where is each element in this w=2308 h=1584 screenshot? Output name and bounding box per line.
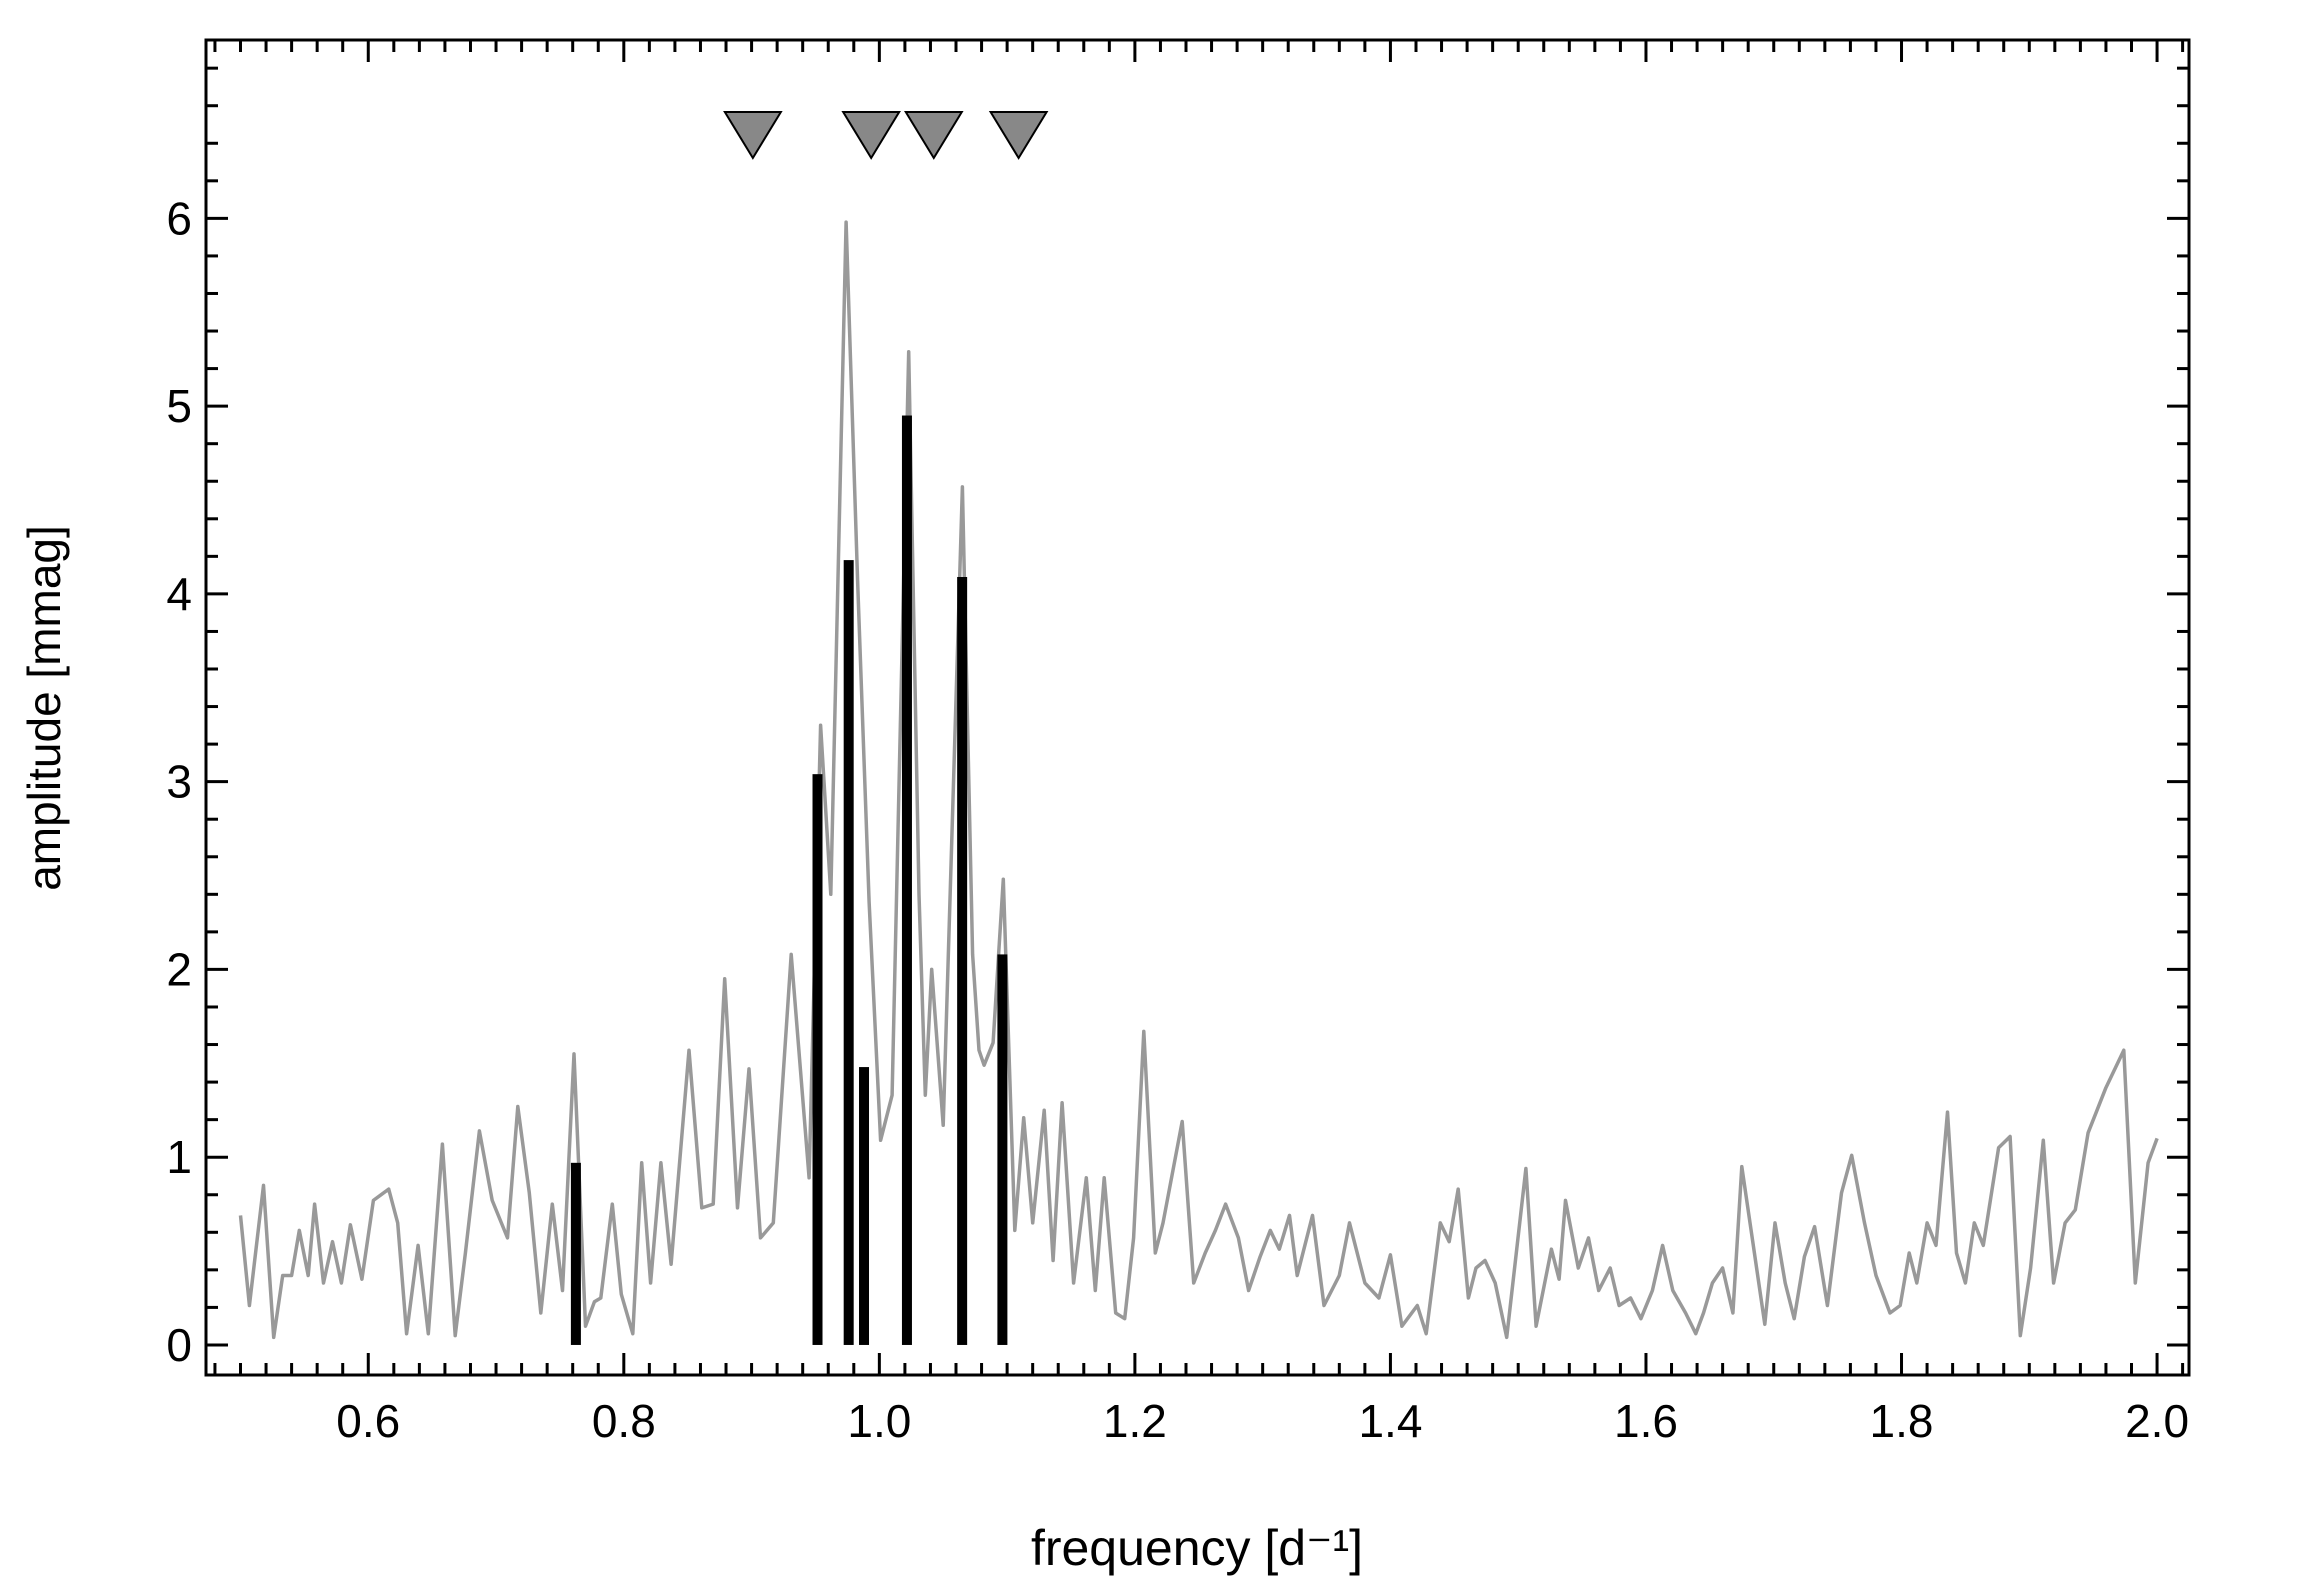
y-tick-label: 5	[166, 380, 192, 432]
frequency-bar	[997, 954, 1008, 1345]
x-axis-label: frequency [d⁻¹]	[1031, 1520, 1363, 1576]
x-tick-label: 1.8	[1870, 1395, 1934, 1447]
frequency-marker	[841, 111, 901, 160]
x-tick-label: 1.0	[847, 1395, 911, 1447]
y-tick-label: 3	[166, 756, 192, 808]
y-tick-label: 1	[166, 1131, 192, 1183]
y-tick-label: 4	[166, 568, 192, 620]
y-tick-label: 6	[166, 192, 192, 244]
frequency-marker	[988, 111, 1049, 160]
x-tick-label: 0.8	[592, 1395, 656, 1447]
frequency-bar	[901, 415, 912, 1345]
plot-frame	[204, 38, 2191, 1377]
x-tick-label: 0.6	[336, 1395, 400, 1447]
frequency-bar	[843, 560, 854, 1345]
y-tick-label: 2	[166, 943, 192, 995]
y-axis-label: amplitude [mmag]	[18, 525, 70, 891]
y-tick-label: 0	[166, 1319, 192, 1371]
frequency-bar	[570, 1162, 581, 1345]
frequency-marker	[904, 111, 964, 160]
x-tick-label: 1.2	[1103, 1395, 1167, 1447]
periodogram-line	[238, 220, 2159, 1340]
frequency-bar	[859, 1067, 870, 1345]
frequency-marker	[723, 111, 783, 160]
frequency-bar	[957, 577, 968, 1345]
x-tick-label: 2.0	[2125, 1395, 2189, 1447]
frequency-bar	[812, 774, 823, 1345]
x-tick-label: 1.4	[1358, 1395, 1422, 1447]
x-tick-label: 1.6	[1614, 1395, 1678, 1447]
